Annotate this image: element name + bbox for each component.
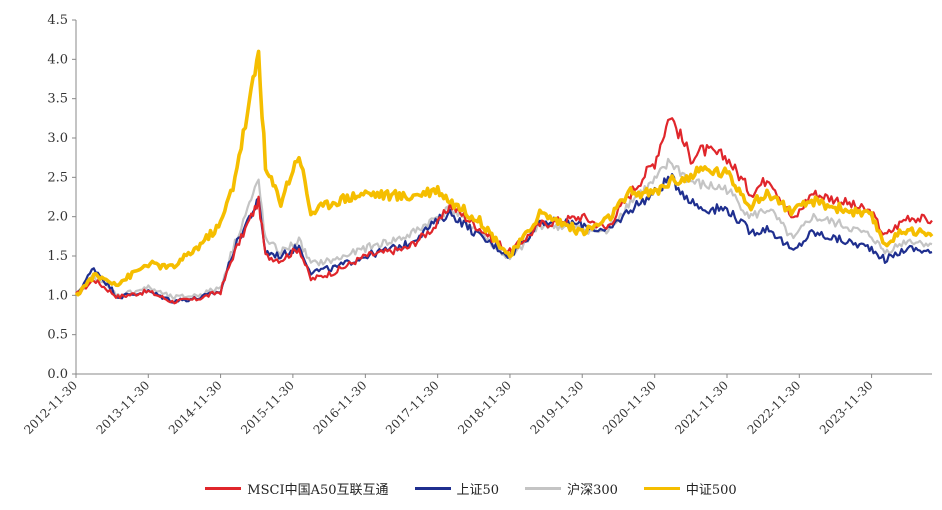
legend-item-msci-a50: MSCI中国A50互联互通 xyxy=(205,479,389,498)
legend-item-csi300: 沪深300 xyxy=(525,479,618,498)
y-tick-label: 4.0 xyxy=(47,52,68,67)
x-tick-label: 2013-11-30 xyxy=(94,378,153,437)
x-tick-label: 2012-11-30 xyxy=(21,378,80,437)
legend-label-msci-a50: MSCI中国A50互联互通 xyxy=(247,482,389,498)
x-tick-labels: 2012-11-30 2013-11-30 2014-11-30 2015-11-30… xyxy=(21,378,875,437)
y-tick-label: 0.0 xyxy=(47,367,68,382)
y-tick-label: 0.5 xyxy=(47,328,68,343)
legend-item-sse50: 上证50 xyxy=(414,479,500,498)
y-tick-label: 4.5 xyxy=(47,13,68,28)
axes xyxy=(72,19,932,378)
y-tick-label: 1.0 xyxy=(47,288,68,303)
line-chart: 0.0 0.5 1.0 1.5 2.0 2.5 3.0 3.5 4.0 4.5 2012-11-3… xyxy=(21,13,934,437)
y-tick-label: 2.5 xyxy=(47,170,68,185)
legend-swatch-sse50 xyxy=(414,486,451,490)
y-tick-label: 1.5 xyxy=(47,249,68,264)
x-tick-label: 2019-11-30 xyxy=(528,378,587,437)
series-line-csi500 xyxy=(74,49,934,297)
x-tick-label: 2018-11-30 xyxy=(455,378,514,437)
legend-swatch-msci-a50 xyxy=(205,486,242,490)
legend-label-sse50: 上证50 xyxy=(456,482,500,498)
series-line-msci-a50 xyxy=(75,117,933,305)
series-lines xyxy=(74,49,934,305)
x-tick-label: 2021-11-30 xyxy=(672,378,731,437)
y-tick-label: 2.0 xyxy=(47,210,68,225)
y-tick-labels: 0.0 0.5 1.0 1.5 2.0 2.5 3.0 3.5 4.0 4.5 xyxy=(47,13,68,382)
legend-label-csi300: 沪深300 xyxy=(567,482,618,498)
x-tick-label: 2020-11-30 xyxy=(600,378,659,437)
y-tick-label: 3.5 xyxy=(47,92,68,107)
legend-item-csi500: 中证500 xyxy=(643,479,737,498)
x-tick-label: 2015-11-30 xyxy=(238,378,297,437)
legend-swatch-csi300 xyxy=(525,486,562,490)
y-tick-label: 3.0 xyxy=(47,131,68,146)
x-tick-label: 2014-11-30 xyxy=(166,378,225,437)
series-line-csi300 xyxy=(75,157,933,300)
legend-swatch-csi500 xyxy=(643,486,680,490)
x-tick-label: 2016-11-30 xyxy=(311,378,370,437)
x-tick-label: 2023-11-30 xyxy=(817,378,876,437)
x-tick-label: 2017-11-30 xyxy=(383,378,442,437)
legend: MSCI中国A50互联互通 上证50 沪深300 中证500 xyxy=(0,476,942,500)
x-tick-label: 2022-11-30 xyxy=(745,378,804,437)
legend-label-csi500: 中证500 xyxy=(685,482,737,498)
